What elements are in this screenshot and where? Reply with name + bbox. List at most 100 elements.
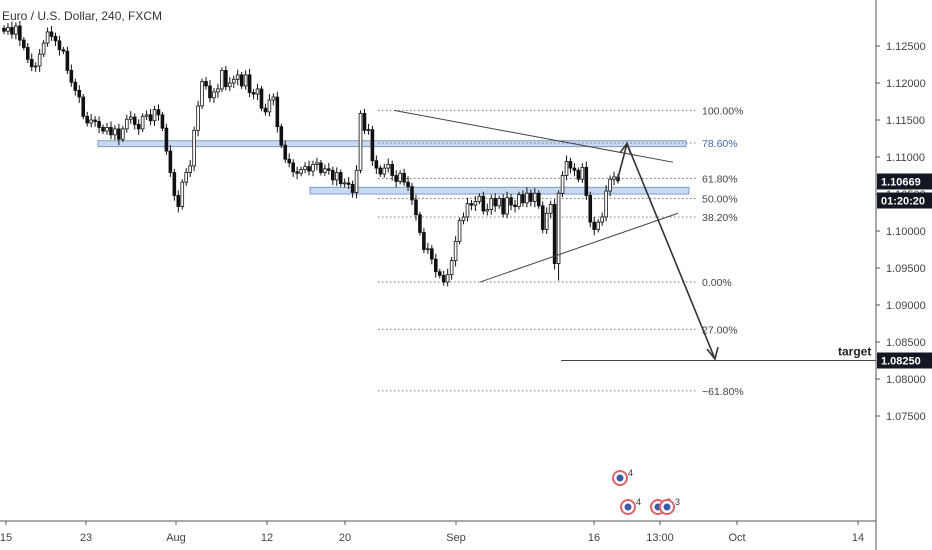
x-tick-label: Sep <box>446 532 466 544</box>
candle <box>6 23 10 35</box>
candle <box>204 77 208 90</box>
candle <box>390 160 395 181</box>
candle <box>117 123 121 146</box>
candle <box>315 157 319 171</box>
candle <box>342 178 347 188</box>
candle <box>216 83 220 98</box>
candle <box>481 191 486 215</box>
candle <box>45 27 50 47</box>
candle <box>382 163 387 178</box>
candle <box>410 182 414 206</box>
candle <box>212 88 216 103</box>
event-marker[interactable]: 4 <box>612 468 633 486</box>
candle <box>243 70 248 90</box>
candle <box>81 94 86 120</box>
candle <box>406 176 410 192</box>
candle <box>513 199 517 213</box>
candle <box>473 196 478 212</box>
candle <box>327 162 331 175</box>
resistance-zone[interactable] <box>97 140 687 148</box>
y-tick-label: 1.11500 <box>886 115 925 127</box>
candle <box>465 197 470 222</box>
candle <box>220 67 224 92</box>
candle <box>287 153 292 168</box>
candle <box>180 179 185 210</box>
candle <box>267 94 272 117</box>
candle <box>576 167 581 183</box>
candle <box>128 111 133 124</box>
svg-text:3: 3 <box>675 497 680 507</box>
projection-arrow[interactable] <box>616 141 716 360</box>
candle <box>291 159 295 177</box>
price-axis[interactable]: 1.125001.120001.115001.110001.105001.100… <box>876 41 932 423</box>
candle <box>188 159 192 177</box>
candle <box>18 20 22 46</box>
candle <box>469 199 474 211</box>
candle <box>370 125 375 166</box>
time-axis[interactable]: 15 23 Aug 12 20 Sep 16 13:00 Oct 14 <box>0 521 864 544</box>
candle <box>176 190 181 213</box>
support-zone[interactable] <box>309 186 690 195</box>
candle <box>255 83 260 101</box>
candle <box>346 176 351 189</box>
fib-level-label: −61.80% <box>702 386 744 398</box>
svg-text:1.08250: 1.08250 <box>881 356 921 368</box>
descending-trendline[interactable] <box>393 109 674 163</box>
candle <box>271 93 276 106</box>
candle <box>402 168 406 186</box>
candle <box>196 100 200 137</box>
candle <box>568 157 573 174</box>
candle <box>580 162 585 183</box>
svg-text:1.10669: 1.10669 <box>881 176 921 188</box>
y-tick-label: 1.12000 <box>886 78 926 90</box>
y-tick-label: 1.07500 <box>886 411 926 423</box>
candle <box>208 80 212 103</box>
candle <box>41 40 46 58</box>
candle <box>109 121 113 140</box>
candle <box>22 37 26 51</box>
candle <box>544 207 549 234</box>
x-tick-label: Aug <box>166 532 186 544</box>
candle <box>303 162 307 174</box>
candle <box>49 26 54 41</box>
candle <box>125 114 129 133</box>
candle <box>61 46 66 55</box>
candle <box>449 256 454 280</box>
candle <box>501 194 505 218</box>
candle <box>136 119 141 135</box>
x-tick-label: 23 <box>80 532 92 544</box>
candle <box>101 124 105 135</box>
candle <box>33 62 38 72</box>
candle <box>445 268 450 287</box>
candle <box>433 253 438 278</box>
candle <box>132 113 137 130</box>
candle <box>53 32 58 46</box>
candle <box>235 69 240 86</box>
x-tick-label: 20 <box>339 532 351 544</box>
candle <box>422 228 426 254</box>
candle <box>437 268 442 279</box>
candle <box>584 161 589 200</box>
candle <box>525 187 529 208</box>
candle <box>540 201 545 234</box>
projection-arrowhead-up <box>619 142 632 155</box>
ascending-trendline[interactable] <box>479 212 679 283</box>
y-tick-label: 1.10000 <box>886 226 926 238</box>
candle <box>362 108 367 135</box>
candle <box>588 191 593 228</box>
candle <box>29 53 34 72</box>
candle <box>323 164 327 177</box>
candle <box>536 190 541 209</box>
candle <box>548 200 553 219</box>
candle <box>164 123 169 155</box>
y-tick-label: 1.12500 <box>886 41 926 53</box>
event-marker[interactable]: 3 <box>659 497 680 515</box>
candle <box>441 270 446 286</box>
target-price-label: 1.08250 <box>877 352 932 369</box>
candle <box>430 245 434 265</box>
event-marker[interactable]: 4 <box>620 497 641 515</box>
event-markers: 4423 <box>612 468 680 515</box>
candle <box>552 199 557 270</box>
candle <box>414 194 418 221</box>
